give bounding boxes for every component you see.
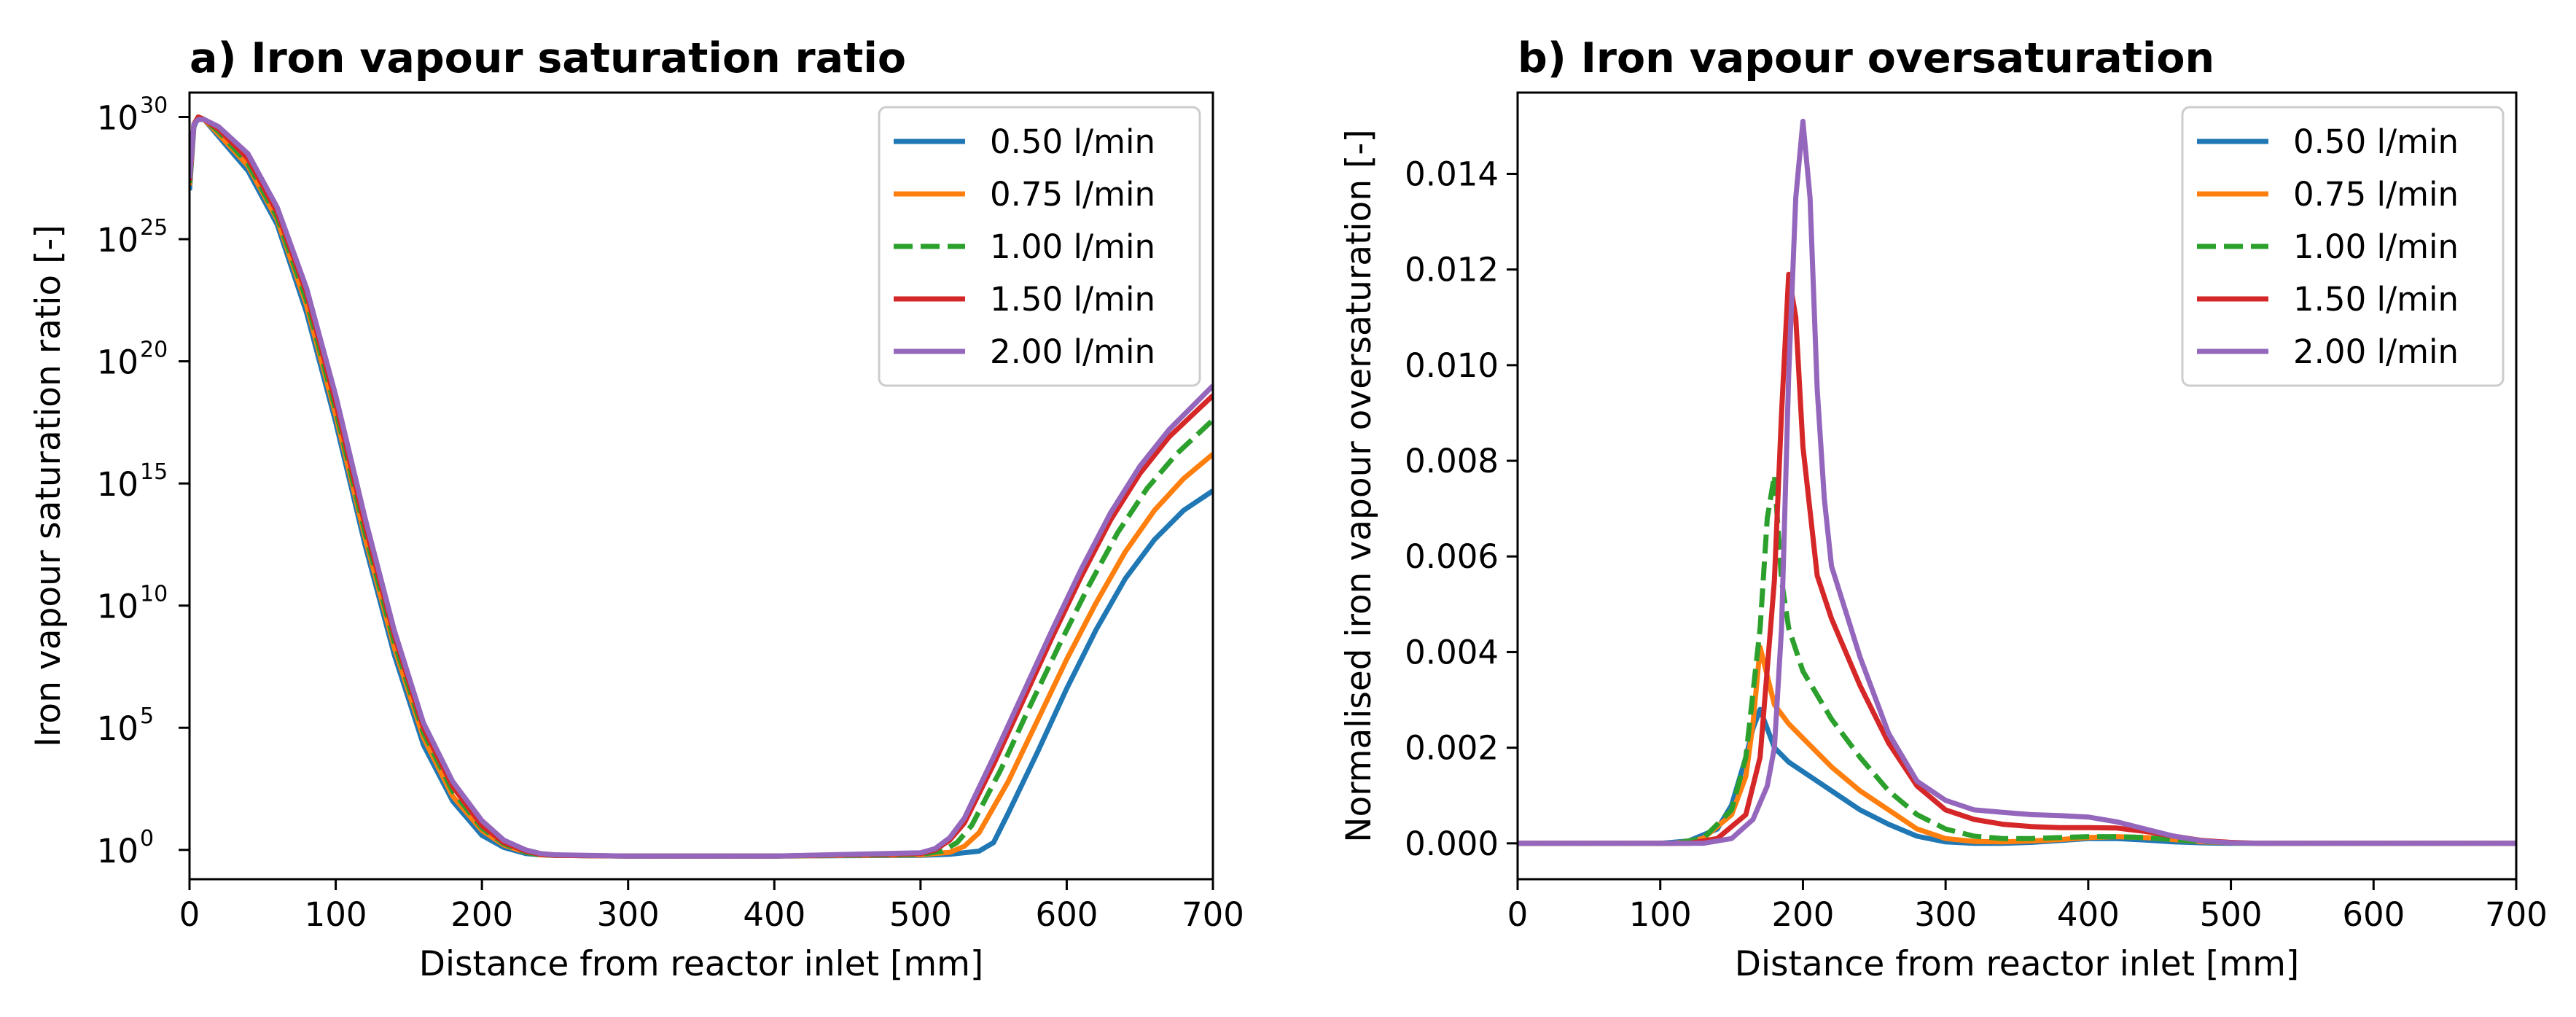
- y-tick-label: 0.010: [1405, 346, 1499, 385]
- y-tick-label-base: 10: [97, 221, 138, 260]
- y-axis-label: Normalised iron vapour oversaturation [-…: [1339, 129, 1379, 842]
- legend-label: 2.00 l/min: [2293, 332, 2459, 371]
- x-axis-label: Distance from reactor inlet [mm]: [419, 944, 984, 984]
- y-tick-label-exponent: 20: [140, 338, 168, 363]
- y-tick-label: 0.004: [1405, 633, 1499, 671]
- y-tick-label: 0.014: [1405, 155, 1499, 194]
- y-tick-label-exponent: 25: [140, 215, 168, 241]
- y-tick-label-base: 10: [97, 465, 138, 504]
- y-tick-label-exponent: 5: [140, 704, 154, 729]
- x-tick-label: 200: [450, 895, 513, 934]
- series-line-2-00-l-min: [190, 117, 1213, 859]
- y-tick-label: 0.012: [1405, 251, 1499, 289]
- y-tick-label-exponent: 15: [140, 459, 168, 485]
- legend-label: 0.75 l/min: [990, 175, 1155, 214]
- legend: 0.50 l/min 0.75 l/min 1.00 l/min 1.50 l/min…: [2181, 106, 2505, 387]
- series-line-2-00-l-min: [1518, 118, 2516, 846]
- legend-label: 2.00 l/min: [990, 332, 1155, 371]
- y-tick-label: 0.006: [1405, 537, 1499, 576]
- series-line-1-00-l-min: [1518, 472, 2516, 846]
- x-tick-label: 400: [743, 895, 805, 934]
- x-tick-label: 100: [305, 895, 367, 934]
- legend-label: 1.50 l/min: [2293, 280, 2459, 319]
- x-tick-label: 200: [1771, 895, 1834, 934]
- x-tick-label: 300: [1914, 895, 1977, 934]
- legend-box: [878, 106, 1201, 387]
- x-tick-label: 600: [1035, 895, 1098, 934]
- series-group: [1518, 118, 2516, 846]
- chart-title: b) Iron vapour oversaturation: [1518, 34, 2214, 82]
- legend-box: [2181, 106, 2505, 387]
- legend-label: 0.50 l/min: [990, 122, 1155, 161]
- y-tick-label: 0.002: [1405, 729, 1499, 768]
- x-tick-label: 700: [2485, 895, 2548, 934]
- y-axis-label: Iron vapour saturation ratio [-]: [28, 225, 69, 747]
- y-tick-label-base: 10: [97, 832, 138, 870]
- axes-frame: [1516, 91, 2518, 881]
- x-tick-label: 500: [2200, 895, 2263, 934]
- x-tick-label: 700: [1182, 895, 1244, 934]
- y-tick-label-base: 10: [97, 99, 138, 138]
- y-tick-label-exponent: 0: [140, 826, 154, 852]
- y-tick-label-base: 10: [97, 588, 138, 626]
- y-tick-label-base: 10: [97, 709, 138, 748]
- y-tick-label: 0.000: [1405, 825, 1499, 863]
- x-tick-label: 400: [2057, 895, 2120, 934]
- x-tick-label: 0: [1507, 895, 1529, 934]
- y-tick-label-base: 10: [97, 343, 138, 382]
- x-tick-label: 100: [1629, 895, 1692, 934]
- y-tick-label: 0.008: [1405, 442, 1499, 480]
- legend-label: 1.50 l/min: [990, 280, 1155, 319]
- axes-frame: [188, 91, 1214, 881]
- panel-b-oversaturation: 0 100 200 300 400 500 600 700 0.000 0.002 0.004 0.0…: [1339, 34, 2548, 984]
- y-tick-label-exponent: 10: [140, 582, 168, 607]
- legend-label: 0.50 l/min: [2293, 122, 2459, 161]
- x-tick-label: 500: [889, 895, 952, 934]
- chart-title: a) Iron vapour saturation ratio: [190, 34, 906, 82]
- x-axis-label: Distance from reactor inlet [mm]: [1735, 944, 2300, 984]
- legend-label: 1.00 l/min: [990, 227, 1155, 266]
- x-tick-label: 300: [597, 895, 660, 934]
- legend-label: 1.00 l/min: [2293, 227, 2459, 266]
- x-tick-label: 0: [179, 895, 200, 934]
- legend-label: 0.75 l/min: [2293, 175, 2459, 214]
- x-tick-label: 600: [2342, 895, 2405, 934]
- series-group: [190, 114, 1213, 859]
- y-tick-label-exponent: 30: [140, 93, 168, 119]
- legend: 0.50 l/min 0.75 l/min 1.00 l/min 1.50 l/min…: [878, 106, 1201, 387]
